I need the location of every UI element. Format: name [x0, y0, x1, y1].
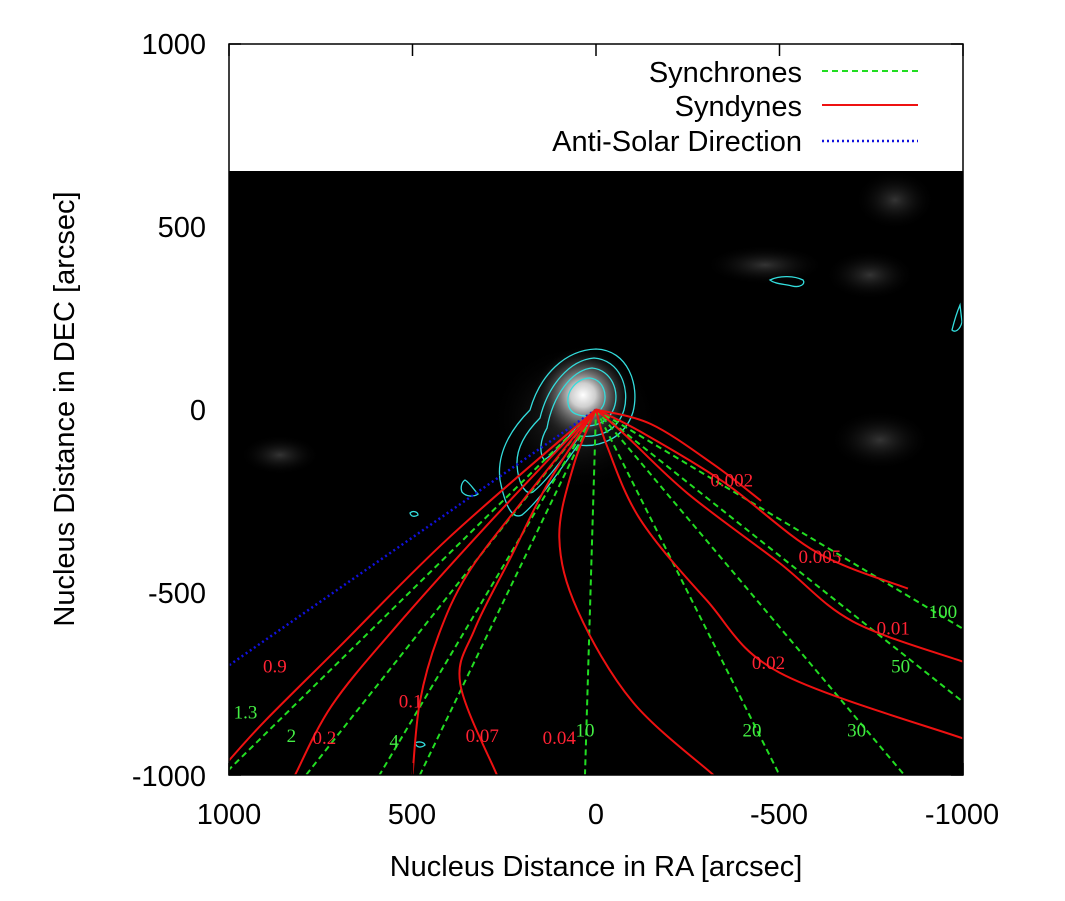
faint-patch	[705, 245, 825, 285]
syndyne-line	[558, 409, 715, 775]
syndyne-line	[229, 408, 597, 762]
x-tick-label: 1000	[197, 799, 262, 831]
y-tick-label: -500	[148, 578, 206, 610]
syndyne-label: 0.1	[399, 691, 423, 712]
synchrone-label: 50	[891, 657, 910, 678]
synchrone-line	[305, 408, 597, 775]
faint-patch	[825, 250, 915, 300]
contour-blob	[460, 479, 479, 497]
synchrone-label: 100	[929, 602, 958, 623]
x-tick-label: 0	[588, 799, 604, 831]
syndyne-line	[595, 408, 909, 590]
axis-ticks	[228, 43, 964, 776]
synchrone-line	[229, 408, 597, 771]
syndyne-line	[458, 408, 597, 775]
syndyne-line	[595, 409, 963, 740]
synchrone-label: 20	[742, 721, 761, 742]
syndyne-label: 0.04	[543, 728, 577, 749]
syndyne-label: 0.2	[313, 728, 337, 749]
faint-patch	[855, 171, 935, 230]
synchrone-line	[595, 408, 963, 630]
synchrone-line	[595, 409, 781, 775]
isophote-contours	[409, 275, 963, 748]
contour-outer	[498, 348, 636, 517]
synchrone-line	[595, 408, 963, 703]
contour-blob	[768, 275, 805, 288]
synchrone-line	[378, 408, 597, 775]
synchrone-line	[418, 409, 597, 775]
y-tick-label: -1000	[132, 761, 206, 793]
legend: Synchrones Syndynes Anti-Solar Direction	[552, 57, 918, 158]
x-tick-label: -1000	[925, 799, 999, 831]
syndyne-label: 0.005	[798, 547, 841, 568]
syndyne-label: 0.02	[752, 653, 785, 674]
synchrone-label: 2	[287, 726, 297, 747]
synchrone-label: 1.3	[234, 702, 258, 723]
contour-3	[540, 367, 617, 461]
y-tick-label: 1000	[141, 29, 206, 61]
x-tick-label: -500	[750, 799, 808, 831]
syndyne-line	[294, 408, 597, 775]
synchrone-label: 10	[575, 721, 594, 742]
syndyne-line	[411, 408, 597, 775]
contour-blob	[414, 741, 426, 748]
x-axis-title: Nucleus Distance in RA [arcsec]	[390, 851, 803, 883]
synchrone-label: 4	[389, 732, 399, 753]
syndyne-line	[595, 408, 762, 502]
syndyne-label: 0.002	[710, 470, 753, 491]
comet-image	[229, 171, 963, 775]
contour-blob	[951, 302, 963, 332]
synchrone-label: 30	[847, 721, 866, 742]
y-axis-title: Nucleus Distance in DEC [arcsec]	[49, 191, 81, 626]
syndyne-label: 0.9	[263, 657, 287, 678]
y-tick-label: 500	[158, 212, 206, 244]
legend-label-synchrones: Synchrones	[649, 57, 802, 89]
syndyne-label: 0.01	[877, 618, 910, 639]
x-tick-label: 500	[388, 799, 436, 831]
legend-label-anti-solar: Anti-Solar Direction	[552, 126, 802, 158]
faint-patch	[240, 435, 320, 475]
synchrone-line	[583, 409, 597, 775]
y-tick-label: 0	[190, 395, 206, 427]
curve-labels-layer: 1.3 2 4 10 20 30 50 100 0.9 0.2 0.1 0.07 0.04 0.02 0.0…	[234, 470, 957, 752]
syndyne-line	[595, 408, 963, 663]
contour-4	[567, 377, 606, 417]
curves-layer	[229, 408, 963, 775]
contour-blob	[409, 510, 419, 517]
legend-label-syndynes: Syndynes	[675, 91, 802, 123]
faint-patch	[830, 410, 930, 470]
contour-2	[516, 357, 627, 494]
syndyne-label: 0.07	[466, 726, 499, 747]
